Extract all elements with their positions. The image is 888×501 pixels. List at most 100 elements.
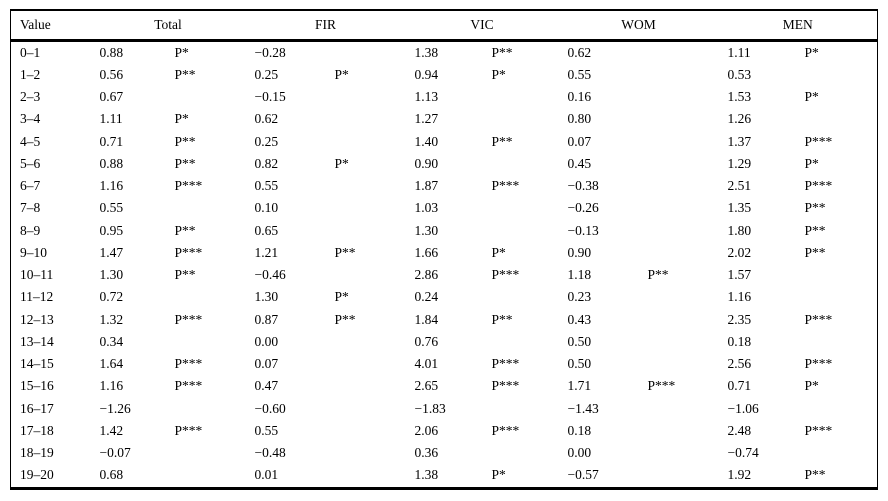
- value-cell: 0.62: [254, 111, 279, 127]
- significance-cell: [166, 86, 246, 108]
- value-cell: 1.03: [414, 200, 439, 216]
- value-cell: 0.43: [567, 311, 592, 327]
- value-cell: 0.90: [414, 155, 439, 171]
- significance-cell: [639, 286, 719, 308]
- group-header-wom: WOM: [558, 10, 719, 42]
- col-header-value: Value: [10, 10, 91, 42]
- row-label: 9–10: [20, 244, 47, 260]
- significance-cell: P*: [804, 44, 819, 60]
- value-cell: 2.06: [414, 422, 439, 438]
- significance-cell: [166, 464, 246, 488]
- value-cell: −0.60: [254, 400, 286, 416]
- value-cell: 1.38: [414, 44, 439, 60]
- value-cell: 1.30: [414, 222, 439, 238]
- significance-cell: [639, 131, 719, 153]
- row-label: 4–5: [20, 133, 41, 149]
- significance-cell: [639, 175, 719, 197]
- significance-cell: P***: [647, 378, 676, 394]
- value-cell: 0.76: [414, 333, 439, 349]
- value-cell: 0.36: [414, 445, 439, 461]
- significance-cell: [326, 40, 406, 64]
- row-label: 0–1: [20, 44, 41, 60]
- significance-cell: [796, 286, 878, 308]
- significance-cell: P**: [491, 133, 513, 149]
- table-row: 5–6 0.88 P** 0.82 P* 0.90 0.45 1.29 P*: [11, 153, 878, 175]
- significance-cell: [483, 331, 559, 353]
- value-cell: −0.26: [567, 200, 599, 216]
- significance-cell: [326, 108, 406, 130]
- significance-cell: P***: [491, 378, 520, 394]
- value-cell: 1.16: [99, 378, 124, 394]
- significance-cell: [166, 286, 246, 308]
- significance-cell: [639, 464, 719, 488]
- table-row: 9–10 1.47 P*** 1.21 P** 1.66 P* 0.90 2.02 P**: [11, 242, 878, 264]
- significance-cell: [326, 331, 406, 353]
- table-row: 19–20 0.68 0.01 1.38 P* −0.57 1.92 P**: [11, 464, 878, 488]
- value-cell: −0.13: [567, 222, 599, 238]
- significance-cell: [166, 398, 246, 420]
- significance-cell: [639, 398, 719, 420]
- stat-table: Value Total FIR VIC WOM MEN 0–1 0.88 P* −0.…: [10, 9, 879, 490]
- value-cell: −1.26: [99, 400, 131, 416]
- value-cell: 1.16: [99, 178, 124, 194]
- value-cell: 0.01: [254, 467, 279, 483]
- row-label: 16–17: [20, 400, 54, 416]
- significance-cell: [639, 420, 719, 442]
- value-cell: 0.88: [99, 44, 124, 60]
- value-cell: 1.26: [727, 111, 752, 127]
- significance-cell: P***: [804, 178, 833, 194]
- significance-cell: P**: [334, 311, 356, 327]
- significance-cell: [639, 40, 719, 64]
- row-label: 11–12: [20, 289, 54, 305]
- significance-cell: [796, 264, 878, 286]
- significance-cell: [796, 398, 878, 420]
- significance-cell: [483, 86, 559, 108]
- significance-cell: [639, 220, 719, 242]
- significance-cell: P***: [174, 178, 203, 194]
- table-row: 15–16 1.16 P*** 0.47 2.65 P*** 1.71 P*** 0.71 P*: [11, 375, 878, 397]
- value-cell: 1.37: [727, 133, 752, 149]
- significance-cell: P**: [647, 267, 669, 283]
- significance-cell: P*: [334, 155, 349, 171]
- row-label: 12–13: [20, 311, 54, 327]
- group-header-men: MEN: [718, 10, 878, 42]
- value-cell: 0.00: [567, 445, 592, 461]
- significance-cell: [483, 220, 559, 242]
- value-cell: 0.82: [254, 155, 279, 171]
- significance-cell: P***: [491, 178, 520, 194]
- significance-cell: [639, 309, 719, 331]
- table-row: 17–18 1.42 P*** 0.55 2.06 P*** 0.18 2.48 P***: [11, 420, 878, 442]
- value-cell: −0.28: [254, 44, 286, 60]
- table-row: 7–8 0.55 0.10 1.03 −0.26 1.35 P**: [11, 197, 878, 219]
- significance-cell: [326, 175, 406, 197]
- value-cell: 1.87: [414, 178, 439, 194]
- significance-cell: P*: [491, 66, 506, 82]
- value-cell: 0.25: [254, 66, 279, 82]
- row-label: 13–14: [20, 333, 54, 349]
- table-row: 14–15 1.64 P*** 0.07 4.01 P*** 0.50 2.56 P***: [11, 353, 878, 375]
- value-cell: −1.06: [727, 400, 759, 416]
- value-cell: 1.71: [567, 378, 592, 394]
- value-cell: −0.38: [567, 178, 599, 194]
- significance-cell: P*: [491, 467, 506, 483]
- significance-cell: P*: [334, 289, 349, 305]
- significance-cell: P**: [174, 155, 196, 171]
- significance-cell: [326, 442, 406, 464]
- value-cell: 1.92: [727, 467, 752, 483]
- significance-cell: [166, 197, 246, 219]
- value-cell: 0.50: [567, 356, 592, 372]
- value-cell: 0.55: [254, 178, 279, 194]
- value-cell: 0.07: [567, 133, 592, 149]
- value-cell: 2.51: [727, 178, 752, 194]
- value-cell: −1.43: [567, 400, 599, 416]
- table-row: 8–9 0.95 P** 0.65 1.30 −0.13 1.80 P**: [11, 220, 878, 242]
- value-cell: 1.57: [727, 267, 752, 283]
- value-cell: 0.80: [567, 111, 592, 127]
- significance-cell: P*: [804, 378, 819, 394]
- row-label: 1–2: [20, 66, 41, 82]
- significance-cell: [639, 64, 719, 86]
- significance-cell: P*: [174, 111, 189, 127]
- significance-cell: [326, 86, 406, 108]
- value-cell: 0.55: [99, 200, 124, 216]
- significance-cell: P***: [174, 422, 203, 438]
